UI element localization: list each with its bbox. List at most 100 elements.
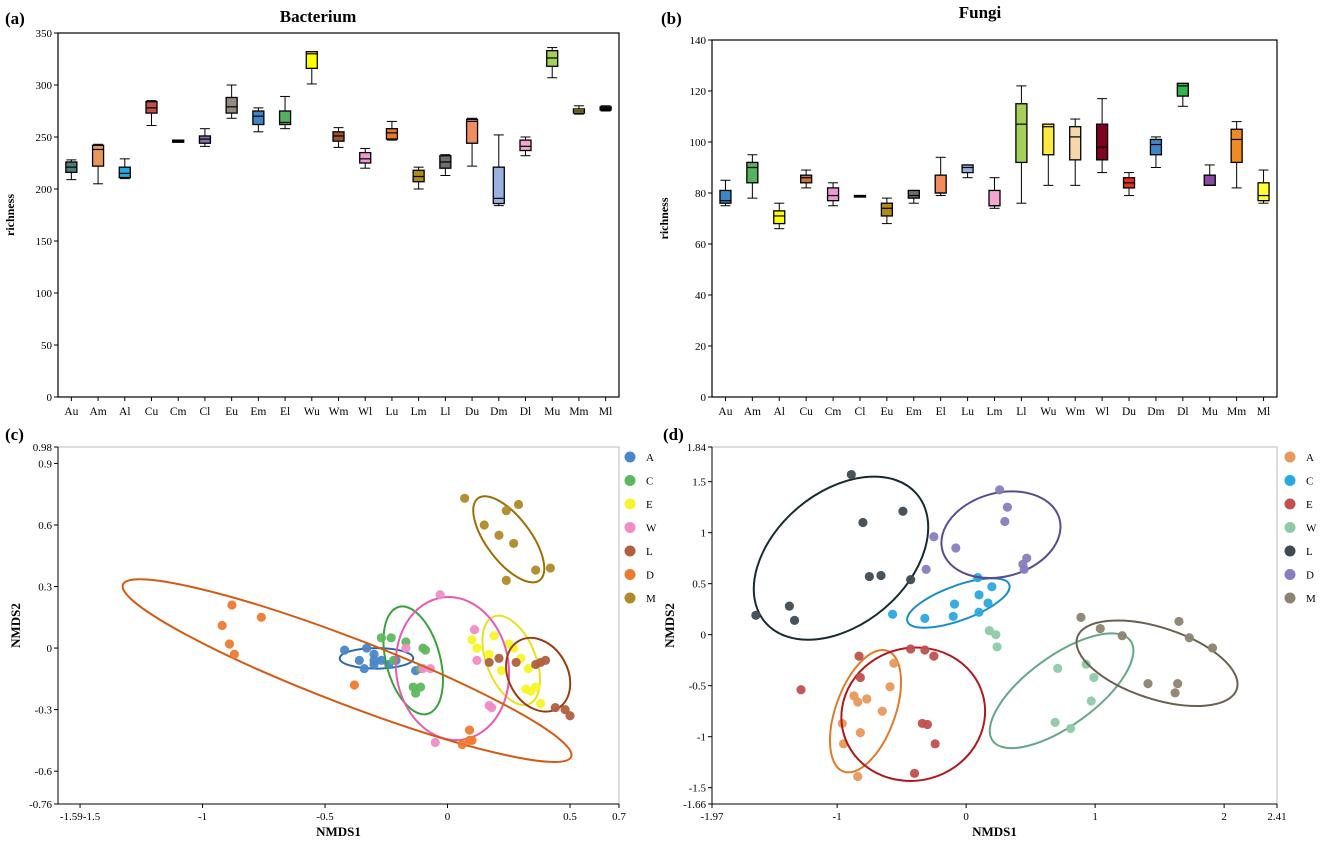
confidence-ellipse-M xyxy=(1075,619,1239,707)
y-tick-label: 1.84 xyxy=(687,442,707,454)
box-Au xyxy=(719,179,732,207)
data-point-C xyxy=(420,645,431,655)
legend-marker-D xyxy=(624,569,636,580)
data-point-D xyxy=(349,680,360,690)
data-point-C xyxy=(948,611,958,621)
series-L xyxy=(751,469,930,641)
box-Ll xyxy=(439,154,452,176)
data-point-C xyxy=(887,609,898,619)
box-Mu xyxy=(1203,164,1216,186)
data-point-M xyxy=(460,493,470,503)
x-tick-label: Wm xyxy=(1065,406,1085,418)
x-tick-label: Wl xyxy=(1095,406,1109,418)
box-Lu xyxy=(385,120,399,141)
legend-marker-W xyxy=(1284,522,1296,533)
y-tick-label: 150 xyxy=(36,236,53,248)
data-point-W xyxy=(435,590,445,600)
data-point-E xyxy=(906,644,916,654)
legend-marker-L xyxy=(1284,545,1296,557)
x-tick-label: Mm xyxy=(1227,406,1246,418)
x-tick-label: Mu xyxy=(1202,406,1218,418)
box-Lm xyxy=(988,177,1001,209)
y-tick-label: 300 xyxy=(36,80,53,92)
y-tick-label: 0.5 xyxy=(692,579,706,591)
confidence-ellipse-E xyxy=(840,646,987,782)
data-point-D xyxy=(995,485,1005,495)
data-point-A xyxy=(362,643,372,653)
y-tick-label: -0.5 xyxy=(689,681,707,693)
chart-title: Bacterium xyxy=(280,7,356,26)
series-W xyxy=(394,590,511,748)
x-tick-label: Em xyxy=(906,406,922,418)
box-Cm xyxy=(172,139,185,143)
data-point-C xyxy=(386,633,396,643)
data-point-L xyxy=(789,615,800,626)
data-point-E xyxy=(467,635,477,645)
x-tick-label: Au xyxy=(64,406,78,418)
data-point-C xyxy=(389,655,399,665)
x-tick-label: Wm xyxy=(329,406,349,418)
data-point-W xyxy=(1089,672,1099,683)
data-point-M xyxy=(545,563,556,573)
box-iqr xyxy=(719,189,732,204)
data-point-E xyxy=(521,684,531,694)
legend-label-C: C xyxy=(646,476,653,488)
box-iqr xyxy=(800,174,813,184)
data-point-D xyxy=(1000,516,1010,527)
legend-label-E: E xyxy=(1306,499,1313,511)
confidence-ellipse-A xyxy=(338,647,415,670)
box-Mu xyxy=(546,47,559,79)
box-iqr xyxy=(1095,123,1109,161)
data-point-D xyxy=(229,649,239,659)
data-point-A xyxy=(853,771,863,782)
confidence-ellipse-A xyxy=(829,648,903,774)
y-tick-label: 100 xyxy=(690,137,707,149)
data-point-M xyxy=(1174,616,1184,627)
legend-marker-E xyxy=(1284,498,1296,510)
box-Wl xyxy=(1095,98,1109,174)
x-tick-label: 0 xyxy=(963,811,969,823)
plot-frame xyxy=(711,446,1278,805)
box-Lm xyxy=(412,166,425,190)
box-El xyxy=(278,95,292,130)
data-point-E xyxy=(930,739,940,749)
y-tick-label: -0.76 xyxy=(29,799,52,811)
legend-label-A: A xyxy=(646,452,654,464)
data-point-W xyxy=(401,643,411,653)
data-point-M xyxy=(1076,612,1086,622)
x-tick-label: Al xyxy=(774,406,786,418)
y-tick-label: 140 xyxy=(690,35,707,47)
data-point-L xyxy=(784,601,794,611)
data-point-E xyxy=(796,685,806,695)
x-tick-label: Du xyxy=(1122,406,1136,418)
data-point-L xyxy=(846,469,856,480)
box-iqr xyxy=(907,189,920,199)
y-tick-label: 0 xyxy=(47,643,53,655)
box-Wu xyxy=(305,51,318,85)
y-tick-label: 350 xyxy=(36,28,53,40)
y-axis-label: richness xyxy=(3,194,17,236)
box-Cl xyxy=(198,128,212,147)
box-iqr xyxy=(91,144,105,167)
box-iqr xyxy=(773,210,786,225)
y-tick-label: 80 xyxy=(695,188,707,200)
data-point-L xyxy=(494,653,504,663)
x-tick-label: Dl xyxy=(520,406,532,418)
box-iqr xyxy=(385,128,399,140)
data-point-C xyxy=(974,607,984,617)
box-Dm xyxy=(492,134,505,207)
legend-label-C: C xyxy=(1306,476,1313,488)
x-tick-label: Em xyxy=(250,406,266,418)
chart-b: (b) Fungi richness 0 20 40 60 80 100 120 140 Au Am Al… xyxy=(657,3,1278,418)
y-tick-label: 1.5 xyxy=(692,477,706,489)
y-axis-label: richness xyxy=(657,197,671,239)
x-tick-label: Cu xyxy=(799,406,813,418)
data-point-C xyxy=(983,598,993,608)
data-point-A xyxy=(853,697,863,707)
box-Eu xyxy=(225,84,238,119)
y-tick-label: 0.6 xyxy=(38,520,52,532)
legend-marker-E xyxy=(624,498,636,510)
chart-title: Fungi xyxy=(959,3,1002,22)
legend-label-M: M xyxy=(1306,593,1316,605)
